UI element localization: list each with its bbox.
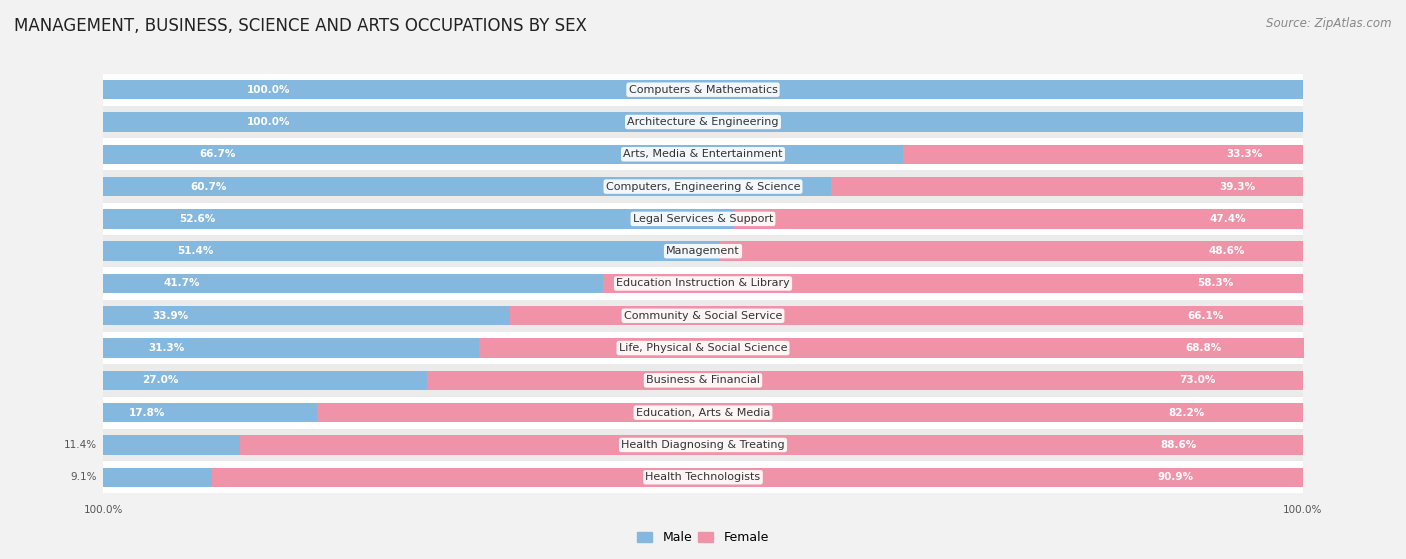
Bar xyxy=(720,241,1303,261)
Text: Management: Management xyxy=(666,246,740,256)
Text: Health Technologists: Health Technologists xyxy=(645,472,761,482)
Text: Business & Financial: Business & Financial xyxy=(645,375,761,385)
Bar xyxy=(478,338,1305,358)
Text: 100.0%: 100.0% xyxy=(247,117,291,127)
Bar xyxy=(103,177,831,196)
Text: 31.3%: 31.3% xyxy=(148,343,184,353)
Bar xyxy=(103,429,1303,461)
Text: 52.6%: 52.6% xyxy=(179,214,215,224)
Text: 82.2%: 82.2% xyxy=(1168,408,1205,418)
Text: 48.6%: 48.6% xyxy=(1208,246,1244,256)
Text: 47.4%: 47.4% xyxy=(1209,214,1246,224)
Text: Architecture & Engineering: Architecture & Engineering xyxy=(627,117,779,127)
Bar xyxy=(103,467,212,487)
Text: 100.0%: 100.0% xyxy=(247,84,291,94)
Text: 41.7%: 41.7% xyxy=(163,278,200,288)
Text: 90.9%: 90.9% xyxy=(1159,472,1194,482)
Bar xyxy=(103,396,1303,429)
Text: Legal Services & Support: Legal Services & Support xyxy=(633,214,773,224)
Text: 27.0%: 27.0% xyxy=(142,375,179,385)
Text: 58.3%: 58.3% xyxy=(1197,278,1233,288)
Bar xyxy=(316,403,1303,423)
Bar xyxy=(103,203,1303,235)
Text: 60.7%: 60.7% xyxy=(190,182,226,192)
Text: 17.8%: 17.8% xyxy=(129,408,165,418)
Text: 66.1%: 66.1% xyxy=(1188,311,1223,321)
Text: 88.6%: 88.6% xyxy=(1160,440,1197,450)
Bar xyxy=(103,74,1303,106)
Bar xyxy=(103,80,1303,100)
Bar xyxy=(103,209,734,229)
Bar xyxy=(103,306,510,325)
Text: Health Diagnosing & Treating: Health Diagnosing & Treating xyxy=(621,440,785,450)
Bar xyxy=(103,170,1303,203)
Text: Computers, Engineering & Science: Computers, Engineering & Science xyxy=(606,182,800,192)
Text: Education, Arts & Media: Education, Arts & Media xyxy=(636,408,770,418)
Bar xyxy=(103,267,1303,300)
Text: 51.4%: 51.4% xyxy=(177,246,214,256)
Text: Computers & Mathematics: Computers & Mathematics xyxy=(628,84,778,94)
Text: 33.3%: 33.3% xyxy=(1227,149,1263,159)
Bar xyxy=(103,235,1303,267)
Bar xyxy=(103,364,1303,396)
Bar xyxy=(103,300,1303,332)
Bar xyxy=(427,371,1303,390)
Bar xyxy=(212,467,1303,487)
Text: Education Instruction & Library: Education Instruction & Library xyxy=(616,278,790,288)
Text: 33.9%: 33.9% xyxy=(152,311,188,321)
Bar xyxy=(103,241,720,261)
Legend: Male, Female: Male, Female xyxy=(633,526,773,549)
Bar xyxy=(103,112,1303,132)
Text: 73.0%: 73.0% xyxy=(1180,375,1215,385)
Bar xyxy=(240,435,1303,454)
Bar xyxy=(904,145,1303,164)
Text: 100.0%: 100.0% xyxy=(1284,505,1323,515)
Bar xyxy=(103,403,316,423)
Text: Life, Physical & Social Science: Life, Physical & Social Science xyxy=(619,343,787,353)
Text: MANAGEMENT, BUSINESS, SCIENCE AND ARTS OCCUPATIONS BY SEX: MANAGEMENT, BUSINESS, SCIENCE AND ARTS O… xyxy=(14,17,586,35)
Text: 100.0%: 100.0% xyxy=(83,505,122,515)
Text: 66.7%: 66.7% xyxy=(200,149,235,159)
Bar xyxy=(103,106,1303,138)
Text: Community & Social Service: Community & Social Service xyxy=(624,311,782,321)
Text: Source: ZipAtlas.com: Source: ZipAtlas.com xyxy=(1267,17,1392,30)
Bar xyxy=(103,435,240,454)
Bar xyxy=(510,306,1303,325)
Bar xyxy=(103,138,1303,170)
Text: Arts, Media & Entertainment: Arts, Media & Entertainment xyxy=(623,149,783,159)
Text: 11.4%: 11.4% xyxy=(63,440,97,450)
Bar xyxy=(103,461,1303,494)
Bar xyxy=(103,332,1303,364)
Bar xyxy=(103,274,603,293)
Bar xyxy=(603,274,1303,293)
Bar xyxy=(103,145,904,164)
Bar xyxy=(103,338,478,358)
Text: 39.3%: 39.3% xyxy=(1219,182,1256,192)
Bar xyxy=(734,209,1303,229)
Text: 68.8%: 68.8% xyxy=(1185,343,1222,353)
Bar xyxy=(103,371,427,390)
Text: 9.1%: 9.1% xyxy=(70,472,97,482)
Bar xyxy=(831,177,1303,196)
